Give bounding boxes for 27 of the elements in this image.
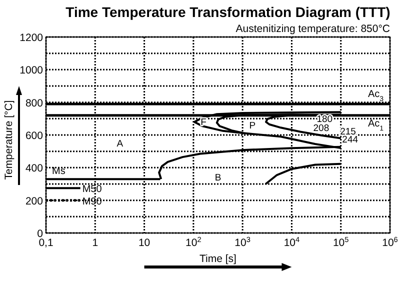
y-tick-label: 400 [25,162,44,175]
x-tick-label: 0,1 [38,237,54,249]
annotation: 208 [313,123,330,134]
annotation: B [214,172,222,184]
x-tick-label: 10$^{5}$ [332,234,349,249]
x-tick-label: 1 [92,237,98,249]
x-tick-label: 10$^{4}$ [284,234,300,249]
ref-line-label: Ac$_{1}$ [368,118,384,132]
y-tick-label: 800 [25,97,44,110]
y-tick-label: 200 [25,195,44,208]
annotation: A [116,138,124,150]
x-tick-label: 10$^{3}$ [234,234,250,249]
y-tick-label: 0 [37,228,44,240]
chart-title: Time Temperature Transformation Diagram (TTT) [66,4,390,20]
x-tick-label: 10$^{2}$ [186,234,202,249]
ref-line-label: Ac$_{3}$ [368,88,384,102]
annotation: 244 [342,134,358,146]
annotation: P [249,120,256,132]
x-tick-label: 10$^{6}$ [382,234,398,249]
x-axis-title: Time [s] [200,253,237,265]
chart-subtitle: Austenitizing temperature: 850°C [236,23,390,35]
x-tick-label: 10 [138,237,150,249]
y-tick-label: 1000 [20,64,44,77]
series-label: M50 [82,184,102,196]
y-tick-label: 1200 [20,32,44,44]
y-tick-label: 600 [25,130,44,142]
y-axis-title: Temperature [°C] [3,100,15,180]
